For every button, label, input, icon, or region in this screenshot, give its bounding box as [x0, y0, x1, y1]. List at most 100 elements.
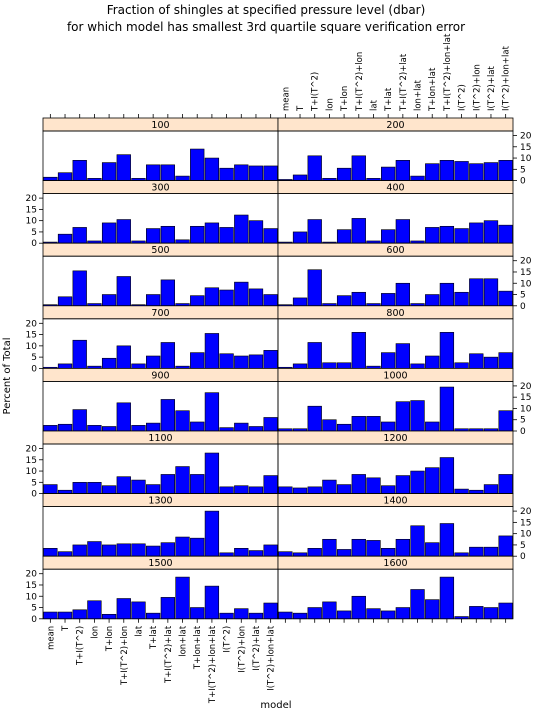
y-tick-label: 0: [520, 177, 526, 187]
bar: [307, 607, 322, 620]
bar: [131, 479, 146, 494]
y-tick-label: 15: [26, 456, 37, 466]
bar: [336, 229, 352, 244]
bar: [234, 548, 249, 557]
bar: [131, 363, 146, 369]
bar: [190, 295, 205, 307]
bar: [219, 427, 234, 432]
bar: [307, 269, 322, 307]
bar: [498, 535, 513, 557]
x-tick-label: T: [61, 625, 71, 632]
bar: [263, 165, 278, 181]
bar: [381, 229, 396, 244]
bar: [219, 227, 234, 244]
bar: [498, 410, 513, 432]
panel-label: 200: [386, 120, 404, 131]
x-tick-label: mean: [46, 626, 56, 650]
bar: [57, 172, 73, 181]
bar: [395, 401, 410, 432]
y-tick-label: 5: [520, 165, 526, 175]
bar: [351, 595, 366, 620]
bar: [395, 607, 410, 620]
x-tick-label: lat: [134, 625, 144, 637]
x-tick-label: T+lat: [149, 625, 159, 650]
bar: [190, 607, 205, 620]
x-tick-label: lat: [369, 99, 379, 111]
bar: [219, 289, 234, 307]
bar: [72, 544, 87, 557]
bar: [410, 470, 425, 494]
bar: [146, 484, 161, 494]
bar: [160, 164, 175, 181]
bar: [72, 482, 87, 494]
bar: [322, 538, 337, 557]
y-tick-label: 20: [520, 257, 532, 267]
bar: [248, 220, 264, 244]
bar: [351, 332, 366, 369]
bar: [292, 487, 308, 494]
bar: [116, 543, 131, 557]
bar: [160, 399, 175, 432]
x-tick-label: I(T^2): [458, 84, 468, 111]
bar: [336, 167, 352, 181]
bar: [87, 482, 102, 494]
x-tick-label: T+I(T^2)+lon: [355, 52, 365, 112]
bar: [425, 467, 440, 494]
bar: [234, 608, 249, 620]
bar: [146, 228, 161, 244]
bar: [366, 540, 381, 557]
bar: [454, 228, 469, 244]
bar: [336, 362, 352, 369]
bar: [351, 218, 366, 244]
chart-subtitle: for which model has smallest 3rd quartil…: [67, 20, 465, 34]
panel-1200: 1200: [277, 430, 514, 494]
x-tick-label: T: [296, 105, 306, 112]
bar: [101, 294, 117, 307]
bar: [248, 288, 264, 307]
bar: [381, 293, 396, 307]
bar: [204, 333, 220, 369]
x-tick-label: T+lon+lat: [193, 625, 203, 670]
bar: [146, 294, 161, 307]
panel-label: 1000: [383, 370, 407, 381]
y-tick-label: 10: [520, 154, 532, 164]
y-tick-label: 15: [520, 268, 531, 278]
bar: [425, 294, 440, 307]
bar: [469, 546, 484, 557]
bar: [483, 546, 499, 557]
bar: [248, 426, 264, 432]
y-tick-label: 10: [520, 404, 532, 414]
bar: [483, 356, 499, 369]
x-tick-label: T+I(T^2)+lat: [164, 625, 174, 684]
bar: [410, 175, 425, 181]
bar: [219, 486, 234, 494]
bar: [101, 162, 117, 181]
bar: [381, 610, 396, 620]
bar: [101, 357, 117, 369]
bar: [336, 549, 352, 557]
panel-label: 800: [386, 308, 404, 319]
bar: [72, 339, 87, 369]
y-tick-label: 20: [26, 319, 38, 329]
bar: [366, 477, 381, 494]
bar: [395, 475, 410, 494]
bar: [322, 601, 337, 620]
bar: [307, 486, 322, 494]
x-tick-label: T+I(T^2)+lat: [399, 53, 409, 112]
bar: [322, 419, 337, 432]
bar: [175, 576, 190, 620]
bar: [190, 148, 205, 181]
bar: [219, 612, 234, 620]
bar: [190, 225, 205, 244]
bar: [410, 363, 425, 369]
bar: [175, 466, 190, 494]
panel-900: 900: [42, 367, 279, 432]
panel-label: 900: [151, 370, 169, 381]
bar: [87, 600, 102, 620]
bar: [101, 544, 117, 557]
bar: [234, 281, 249, 307]
bar: [263, 602, 278, 620]
bar: [366, 416, 381, 432]
